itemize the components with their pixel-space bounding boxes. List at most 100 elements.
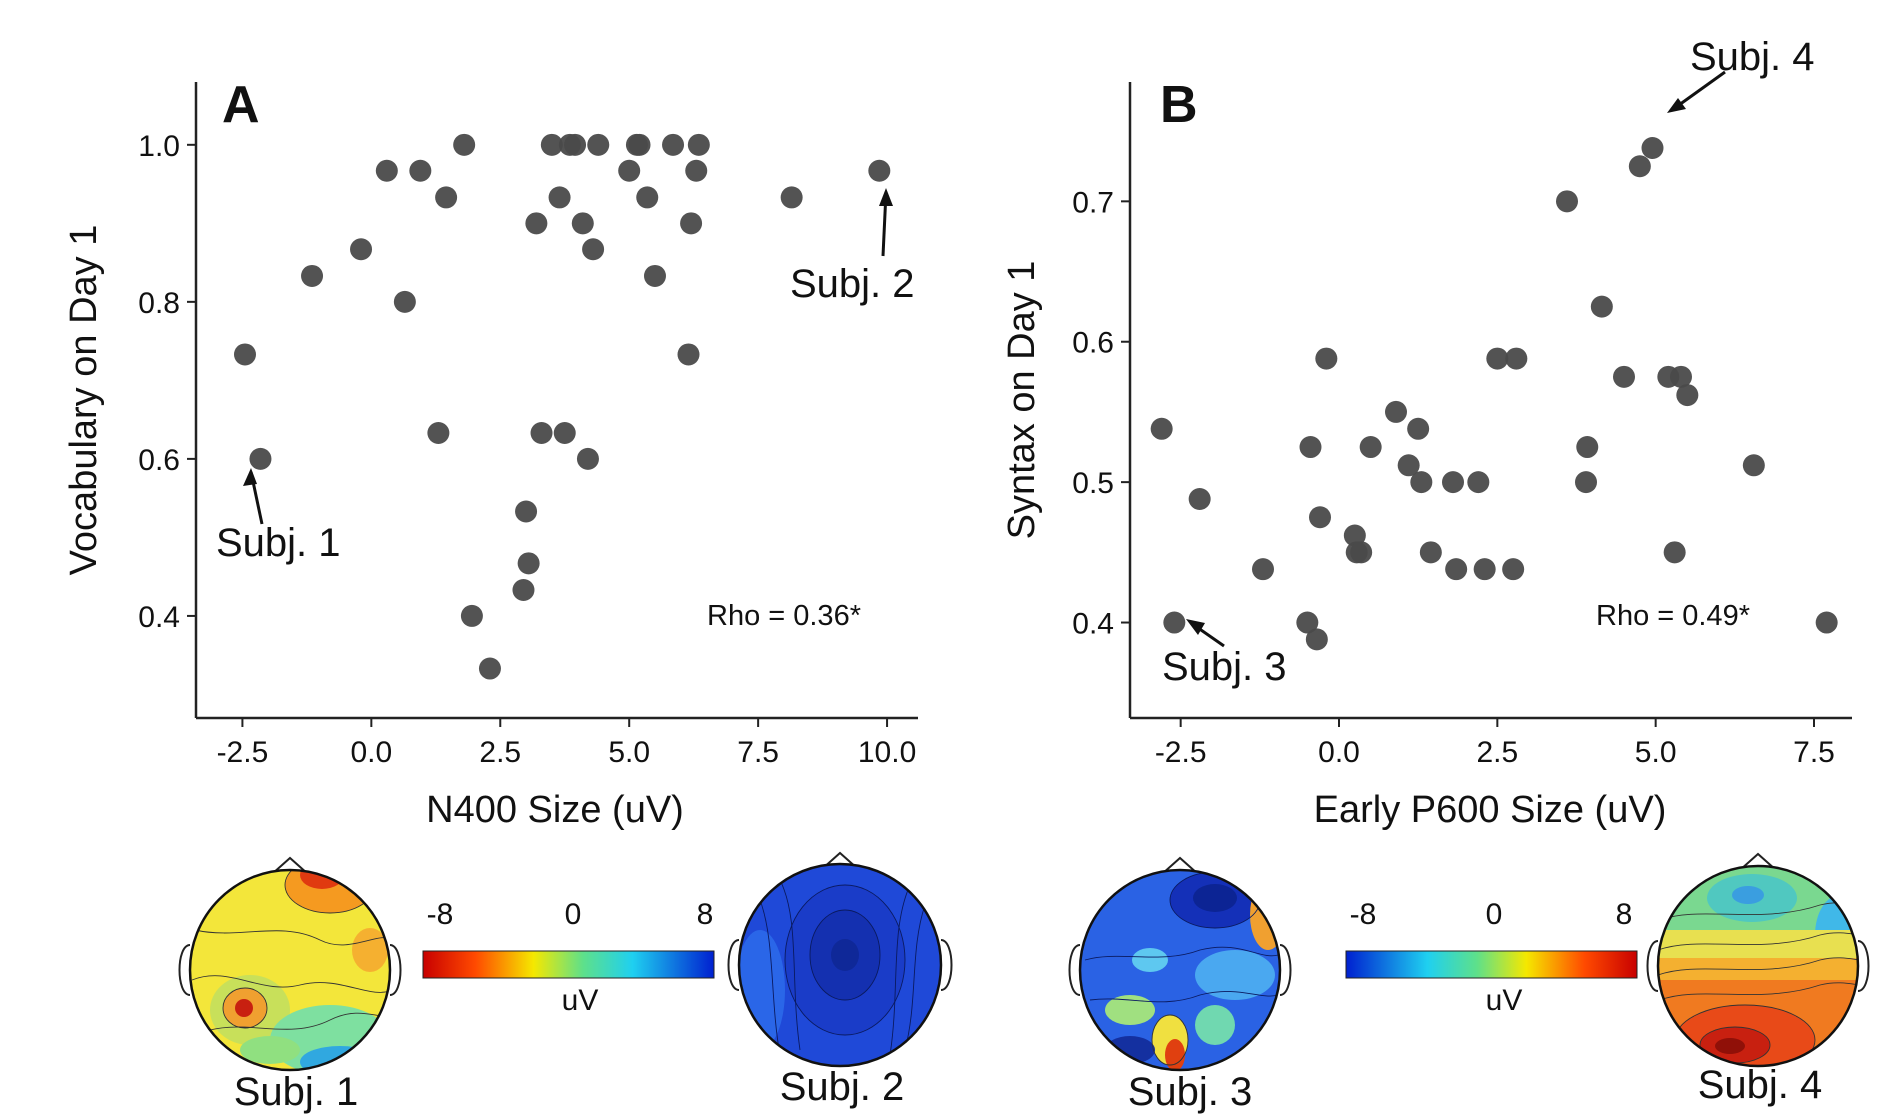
panel-b-x-tick-label: 5.0 (1635, 736, 1677, 769)
data-point (1590, 295, 1613, 318)
data-point (409, 159, 432, 182)
data-point (1442, 471, 1464, 494)
head-nose-subj-1 (271, 856, 309, 875)
data-point (628, 133, 651, 156)
data-point (553, 421, 576, 444)
panel-b-y-label: Syntax on Day 1 (1001, 261, 1043, 540)
data-point (1407, 417, 1430, 440)
data-point (1350, 541, 1373, 564)
data-point (1397, 454, 1420, 477)
data-point (1473, 558, 1496, 581)
data-point (1641, 136, 1664, 159)
data-point (662, 133, 685, 156)
head-nose-subj-4 (1739, 852, 1777, 871)
colorbar-b-tick-mid: 0 (1486, 898, 1503, 931)
data-point (571, 212, 594, 235)
data-point (1296, 611, 1319, 634)
head-ear-left-subj-4 (1646, 940, 1659, 992)
data-point (687, 133, 710, 156)
colorbar-b-gradient (1345, 950, 1638, 979)
panel-a-x-label: N400 Size (uV) (426, 789, 684, 831)
panel-b-y-tick-label: 0.4 (1072, 608, 1114, 641)
colorbar-a-tick-max: 8 (697, 898, 714, 931)
colorbar-a-unit: uV (562, 984, 599, 1017)
colorbar-b-tick-min: -8 (1350, 898, 1377, 931)
panel-a-points (233, 133, 891, 680)
panel-b-x-ticks: -2.5 0.0 2.5 5.0 7.5 (1155, 718, 1835, 769)
data-point (1676, 384, 1699, 407)
data-point (1315, 347, 1338, 370)
panel-b-y-tick-label: 0.6 (1072, 327, 1114, 360)
data-point (1556, 190, 1578, 213)
data-point (1815, 611, 1838, 634)
data-point (1576, 436, 1599, 459)
data-point (582, 238, 605, 261)
callout-arrowhead-subj-4 (1667, 98, 1686, 113)
panel-a-y-tick-label: 0.8 (138, 287, 180, 320)
head-ear-left-subj-1 (178, 944, 191, 996)
topomap-label-subj-2: Subj. 2 (780, 1065, 905, 1109)
topomap-subj-2: Subj. 2 (727, 851, 953, 1109)
head-ear-right-subj-1 (389, 944, 402, 996)
data-point (1575, 471, 1597, 494)
data-point (1419, 541, 1442, 564)
data-point (1299, 436, 1322, 459)
data-point (1359, 436, 1382, 459)
data-point (530, 421, 553, 444)
data-point (249, 447, 272, 470)
topomap-subj-3: Subj. 3 (1068, 856, 1292, 1114)
data-point (478, 657, 501, 680)
head-ear-right-subj-4 (1857, 940, 1870, 992)
panel-a-x-tick-label: 7.5 (737, 736, 779, 769)
panel-a-y-ticks: 0.4 0.6 0.8 1.0 (138, 130, 196, 634)
data-point (1445, 558, 1468, 581)
data-point (453, 133, 476, 156)
panel-b-letter: B (1160, 76, 1198, 134)
head-ear-left-subj-3 (1068, 944, 1081, 996)
data-point (680, 212, 703, 235)
data-point (1163, 611, 1186, 634)
data-point (1486, 347, 1509, 370)
panel-a-x-tick-label: -2.5 (217, 736, 269, 769)
topomap-subj-1: Subj. 1 (178, 856, 402, 1114)
data-point (576, 447, 599, 470)
data-point (517, 552, 540, 575)
callout-arrowhead-subj-2 (879, 188, 893, 206)
head-ear-right-subj-2 (940, 939, 953, 991)
panel-b-x-tick-label: -2.5 (1155, 736, 1207, 769)
data-point (548, 186, 571, 209)
panel-b-x-label: Early P600 Size (uV) (1314, 789, 1667, 831)
data-point (525, 212, 548, 235)
head-ear-left-subj-2 (727, 939, 740, 991)
panel-a-y-label: Vocabulary on Day 1 (63, 225, 105, 576)
data-point (780, 186, 803, 209)
panel-b-y-tick-label: 0.7 (1072, 186, 1114, 219)
data-point (1628, 155, 1651, 178)
panel-a-x-tick-label: 2.5 (479, 736, 521, 769)
head-ear-right-subj-3 (1279, 944, 1292, 996)
data-point (1188, 487, 1211, 510)
panel-a-x-tick-label: 0.0 (350, 736, 392, 769)
panel-a-x-tick-label: 5.0 (608, 736, 650, 769)
data-point (375, 159, 398, 182)
colorbar-b: -8 0 8 uV (1345, 898, 1638, 1017)
data-point (512, 579, 535, 602)
data-point (636, 186, 659, 209)
callout-arrowhead-subj-1 (243, 468, 257, 486)
colorbar-a-tick-min: -8 (427, 898, 454, 931)
data-point (301, 264, 324, 287)
data-point (435, 186, 458, 209)
data-point (1150, 417, 1173, 440)
colorbar-a-gradient (422, 950, 715, 979)
callout-label-subj-1: Subj. 1 (216, 521, 341, 565)
panel-a-y-tick-label: 0.4 (138, 601, 180, 634)
data-point (393, 290, 416, 313)
data-point (1385, 400, 1407, 423)
data-point (1410, 471, 1433, 494)
callout-label-subj-3: Subj. 3 (1162, 645, 1287, 689)
data-point (233, 343, 256, 366)
data-point (1467, 471, 1490, 494)
callout-label-subj-2: Subj. 2 (790, 262, 915, 306)
panel-b-x-tick-label: 2.5 (1476, 736, 1518, 769)
